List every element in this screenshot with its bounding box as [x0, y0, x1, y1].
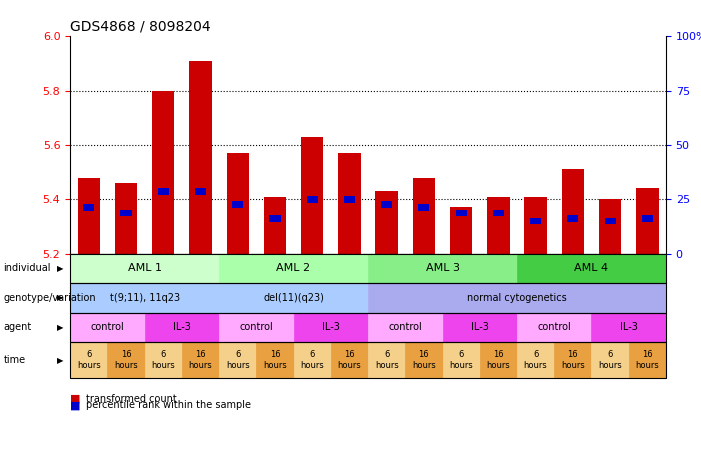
Text: IL-3: IL-3	[471, 322, 489, 333]
Bar	[301, 137, 323, 254]
Text: ▶: ▶	[57, 323, 63, 332]
Text: IL-3: IL-3	[173, 322, 191, 333]
Bar	[158, 188, 169, 195]
Text: normal cytogenetics: normal cytogenetics	[467, 293, 567, 303]
Bar	[599, 199, 621, 254]
Text: 6
hours: 6 hours	[151, 351, 175, 370]
Text: ■: ■	[70, 400, 81, 410]
Text: control: control	[388, 322, 422, 333]
Text: 6
hours: 6 hours	[226, 351, 250, 370]
Text: 16
hours: 16 hours	[635, 351, 659, 370]
Text: 16
hours: 16 hours	[412, 351, 436, 370]
Bar	[264, 197, 286, 254]
Text: 6
hours: 6 hours	[449, 351, 473, 370]
Text: transformed count: transformed count	[86, 394, 176, 404]
Bar	[189, 61, 212, 254]
Text: 16
hours: 16 hours	[263, 351, 287, 370]
Bar	[83, 204, 95, 211]
Bar	[418, 204, 430, 211]
Text: control: control	[538, 322, 571, 333]
Bar	[338, 153, 360, 254]
Text: 16
hours: 16 hours	[189, 351, 212, 370]
Bar	[121, 209, 132, 217]
Text: GDS4868 / 8098204: GDS4868 / 8098204	[70, 19, 211, 34]
Text: genotype/variation: genotype/variation	[4, 293, 96, 303]
Bar	[115, 183, 137, 254]
Text: ▶: ▶	[57, 294, 63, 302]
Bar	[493, 209, 504, 217]
Text: ▶: ▶	[57, 356, 63, 365]
Text: time: time	[4, 355, 26, 365]
Bar	[487, 197, 510, 254]
Text: 16
hours: 16 hours	[337, 351, 361, 370]
Text: IL-3: IL-3	[620, 322, 638, 333]
Text: 6
hours: 6 hours	[375, 351, 399, 370]
Bar	[641, 215, 653, 222]
Text: control: control	[240, 322, 273, 333]
Bar	[226, 153, 249, 254]
Text: AML 2: AML 2	[276, 263, 311, 274]
Text: ■: ■	[70, 394, 81, 404]
Bar	[450, 207, 472, 254]
Bar	[78, 178, 100, 254]
Bar	[456, 209, 467, 217]
Bar	[152, 91, 175, 254]
Text: control: control	[90, 322, 124, 333]
Text: AML 3: AML 3	[426, 263, 460, 274]
Text: percentile rank within the sample: percentile rank within the sample	[86, 400, 250, 410]
Text: AML 4: AML 4	[574, 263, 608, 274]
Bar	[376, 191, 398, 254]
Bar	[343, 196, 355, 202]
Text: 16
hours: 16 hours	[486, 351, 510, 370]
Text: AML 1: AML 1	[128, 263, 162, 274]
Bar	[567, 215, 578, 222]
Text: 6
hours: 6 hours	[598, 351, 622, 370]
Bar	[232, 201, 243, 208]
Text: agent: agent	[4, 322, 32, 333]
Text: t(9;11), 11q23: t(9;11), 11q23	[109, 293, 179, 303]
Bar	[562, 169, 584, 254]
Text: 6
hours: 6 hours	[300, 351, 324, 370]
Text: del(11)(q23): del(11)(q23)	[263, 293, 324, 303]
Bar	[195, 188, 206, 195]
Text: ▶: ▶	[57, 264, 63, 273]
Text: IL-3: IL-3	[322, 322, 340, 333]
Bar	[636, 188, 658, 254]
Bar	[530, 218, 541, 225]
Bar	[604, 218, 615, 225]
Text: 6
hours: 6 hours	[524, 351, 547, 370]
Bar	[524, 197, 547, 254]
Bar	[413, 178, 435, 254]
Text: 6
hours: 6 hours	[77, 351, 101, 370]
Bar	[381, 201, 393, 208]
Text: individual: individual	[4, 263, 51, 274]
Bar	[269, 215, 280, 222]
Text: 16
hours: 16 hours	[561, 351, 585, 370]
Bar	[306, 196, 318, 202]
Text: 16
hours: 16 hours	[114, 351, 138, 370]
